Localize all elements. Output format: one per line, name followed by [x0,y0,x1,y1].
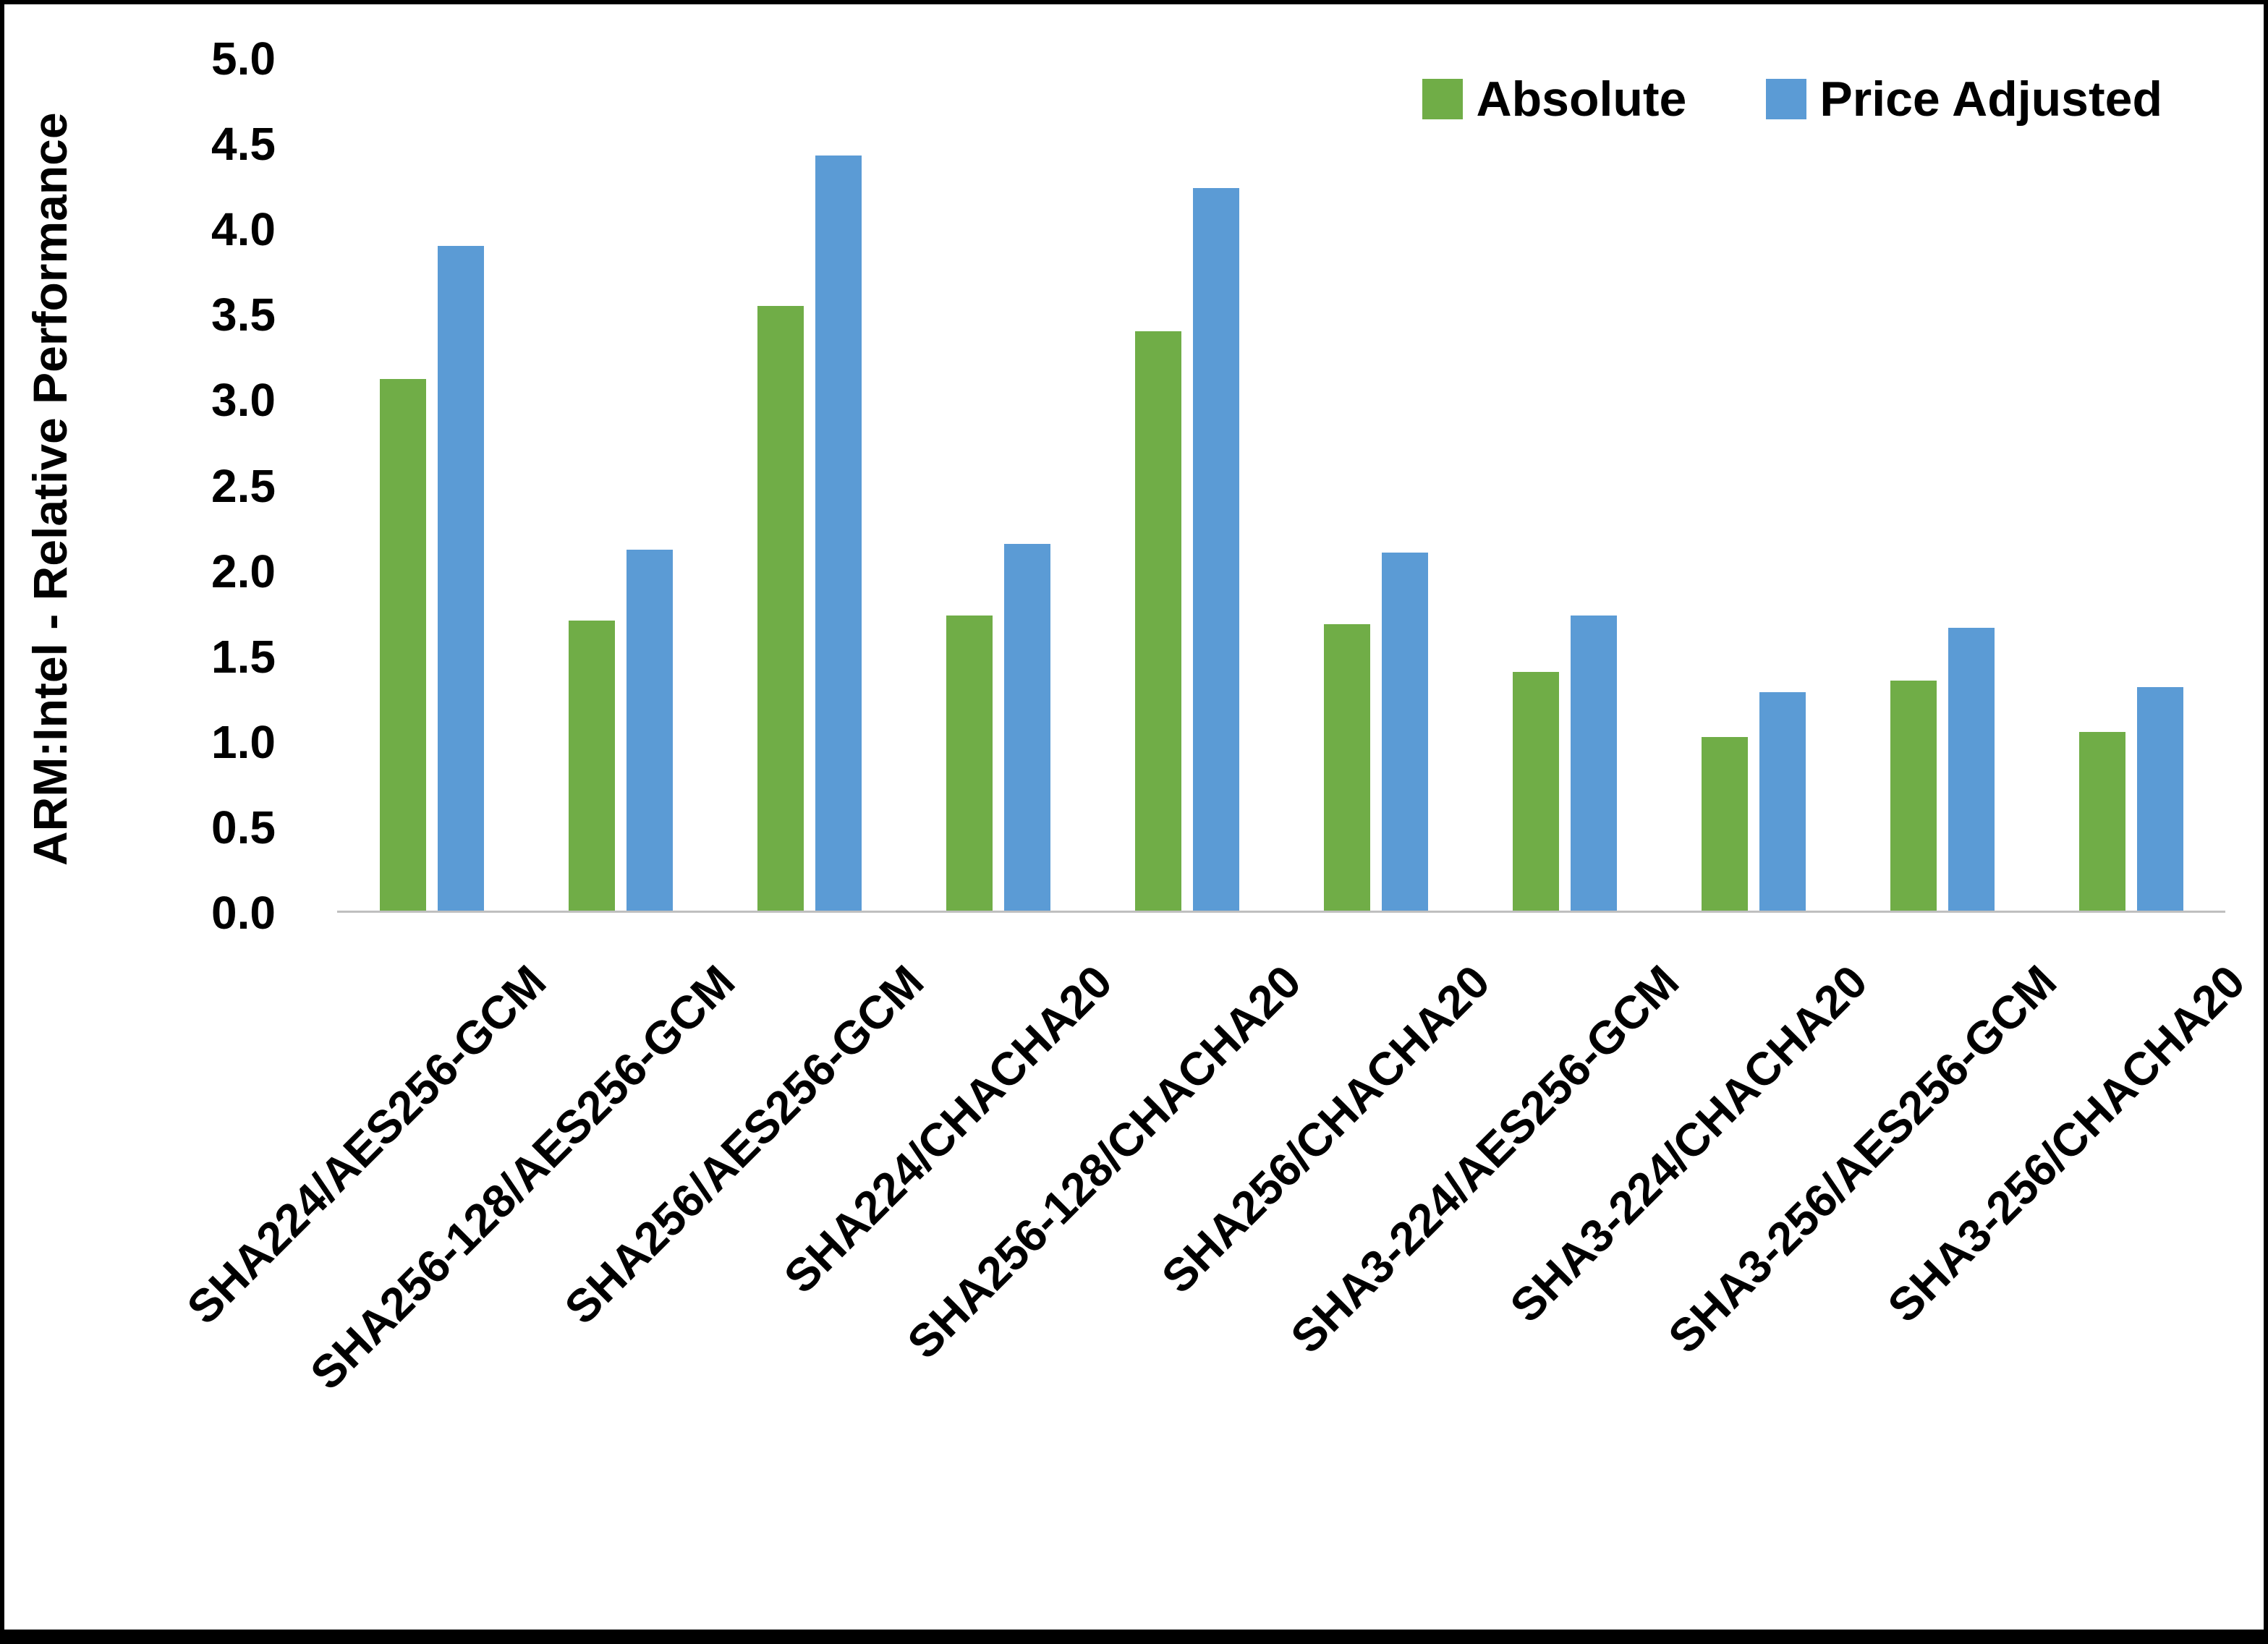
bar-group [904,59,1092,911]
bar-absolute [379,378,426,911]
legend-item-price-adjusted: Price Adjusted [1766,71,2162,127]
x-category-label: SHA3-224/CHACHA20 [1500,955,1878,1332]
bar-price-adjusted [1759,692,1806,911]
bar-absolute [2078,731,2125,911]
bar-price-adjusted [1381,553,1428,911]
bar-group [1092,59,1281,911]
x-category-label: SHA224/AES256-GCM [177,955,556,1334]
y-axis-tick-labels: 5.0 4.5 4.0 3.5 3.0 2.5 2.0 1.5 1.0 0.5 0.0 [4,33,308,939]
bar-group [1470,59,1659,911]
y-tick-label: 3.0 [211,374,276,427]
bar-price-adjusted [1948,627,1995,911]
bar-absolute [1323,624,1370,911]
bar-price-adjusted [626,549,673,911]
bar-group [526,59,715,911]
x-category-label: SHA256/CHACHA20 [1152,955,1500,1303]
y-tick-label: 1.5 [211,630,276,683]
bar-price-adjusted [437,246,484,911]
y-tick-label: 0.5 [211,801,276,853]
y-tick-label: 5.0 [211,33,276,85]
y-tick-label: 4.0 [211,203,276,256]
legend-item-absolute: Absolute [1422,71,1686,127]
legend-label-price-adjusted: Price Adjusted [1819,72,2162,127]
bar-price-adjusted [815,156,862,911]
bar-absolute [946,616,993,911]
y-tick-label: 2.5 [211,459,276,512]
x-axis-category-labels: SHA224/AES256-GCM SHA256-128/AES256-GCM SH… [177,915,2255,1479]
bar-price-adjusted [1570,616,1617,911]
y-tick-label: 2.0 [211,545,276,597]
x-category-label: SHA256-128/CHACHA20 [897,955,1312,1369]
bar-absolute [1890,680,1937,911]
bar-absolute [757,305,804,911]
bar-group [1281,59,1470,911]
legend-swatch-absolute-icon [1422,79,1464,119]
bar-absolute [568,621,615,911]
legend-swatch-price-adjusted-icon [1766,79,1807,119]
bar-price-adjusted [1003,544,1050,911]
y-tick-label: 1.0 [211,715,276,768]
bar-price-adjusted [1192,188,1239,911]
x-category-label: SHA3-256/AES256-GCM [1658,955,2067,1363]
plot-area [337,59,2225,913]
bar-group [715,59,904,911]
x-category-label: SHA256/AES256-GCM [554,955,934,1334]
x-category-label: SHA3-224/AES256-GCM [1280,955,1689,1363]
bar-group [337,59,526,911]
x-category-label: SHA224/CHACHA20 [774,955,1123,1303]
legend-label-absolute: Absolute [1476,72,1687,127]
bar-absolute [1512,672,1559,911]
bar-group [1848,59,2036,911]
bar-absolute [1701,736,1748,911]
legend: Absolute Price Adjusted [1422,71,2162,127]
y-tick-label: 4.5 [211,118,276,171]
y-tick-label: 3.5 [211,289,276,341]
bar-group [2036,59,2225,911]
bar-absolute [1134,331,1181,911]
bar-group [1659,59,1848,911]
y-tick-label: 0.0 [211,887,276,939]
x-category-label: SHA3-256/CHACHA20 [1877,955,2256,1332]
bar-price-adjusted [2136,687,2183,911]
